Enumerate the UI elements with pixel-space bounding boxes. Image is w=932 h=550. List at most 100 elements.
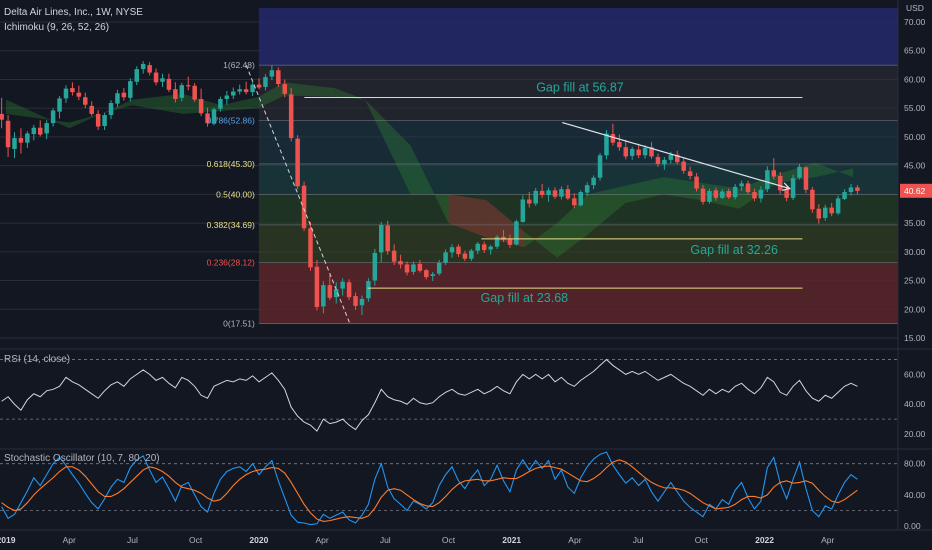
candle — [166, 73, 172, 93]
fib-label: 1(62.48) — [223, 60, 255, 70]
candle — [610, 123, 616, 146]
candle-body — [140, 63, 146, 70]
candle-body — [37, 127, 43, 135]
candle-body — [507, 239, 513, 245]
candle-body — [250, 84, 255, 93]
candle-body — [282, 84, 288, 94]
candle-body — [269, 70, 275, 77]
candle — [578, 190, 583, 207]
candle-body — [816, 208, 822, 219]
candle — [134, 66, 140, 86]
rsi-tick: 40.00 — [904, 399, 926, 409]
candle-body — [192, 85, 197, 100]
candle-body — [63, 88, 69, 99]
candle — [713, 187, 719, 201]
candle-body — [134, 69, 140, 82]
candle — [771, 158, 777, 180]
candle-body — [366, 281, 371, 299]
candle — [449, 244, 455, 258]
candle-body — [295, 138, 300, 187]
candle — [12, 132, 17, 159]
candle-body — [57, 98, 62, 112]
candle — [777, 171, 783, 194]
candle-body — [449, 247, 455, 253]
candle — [623, 139, 629, 160]
candle-body — [25, 133, 30, 143]
candle — [211, 107, 217, 126]
candle — [391, 244, 397, 266]
candle — [327, 274, 333, 301]
fib-zone-bottom — [258, 262, 898, 324]
fib-label: 0.236(28.12) — [207, 258, 255, 268]
cloud-segment — [69, 99, 133, 129]
candle — [507, 234, 513, 248]
candle — [790, 174, 796, 201]
candle-body — [765, 170, 770, 190]
candle-body — [539, 190, 545, 195]
candle-body — [263, 77, 268, 87]
price-tick: 50.00 — [904, 132, 926, 142]
candle-body — [443, 252, 448, 263]
fib-label: 0(17.51) — [223, 319, 255, 329]
candle — [398, 254, 403, 269]
candle — [179, 82, 185, 102]
annotations: Gap fill at 56.87 Gap fill at 32.26 Gap fi… — [481, 80, 778, 305]
candle-body — [314, 266, 320, 307]
candle-body — [224, 95, 230, 99]
candle-body — [404, 264, 410, 273]
fib-label: 0.5(40.00) — [216, 189, 255, 199]
candle — [276, 67, 281, 87]
candle — [63, 85, 69, 104]
last-price-badge — [900, 183, 932, 198]
time-tick: Oct — [189, 535, 203, 545]
stoch-d-line — [1, 459, 858, 522]
chart-title: Delta Air Lines, Inc., 1W, NYSE — [4, 7, 143, 18]
time-tick: Jul — [633, 535, 644, 545]
candle-body — [237, 89, 242, 92]
time-tick: 2020 — [249, 535, 268, 545]
candle-body — [372, 252, 378, 281]
candle-body — [533, 190, 538, 204]
candle-body — [700, 188, 706, 202]
candle-body — [301, 185, 307, 229]
time-tick: Apr — [821, 535, 834, 545]
candle — [115, 89, 120, 108]
candle-body — [160, 78, 165, 82]
price-tick: 15.00 — [904, 333, 926, 343]
candle-body — [385, 225, 390, 252]
candle-body — [546, 190, 551, 195]
candle — [488, 244, 493, 255]
candle — [546, 187, 551, 202]
candle-body — [777, 175, 783, 191]
candle — [462, 250, 468, 262]
candle-body — [842, 192, 847, 199]
candle-body — [243, 89, 249, 93]
cloud-segment — [410, 145, 449, 224]
candle-body — [803, 167, 809, 190]
candle-body — [166, 78, 172, 90]
candle-body — [848, 187, 854, 193]
candle-body — [12, 138, 17, 149]
candle-body — [739, 183, 744, 187]
candle — [520, 195, 526, 223]
stoch-tick: 0.00 — [904, 521, 921, 531]
candle-body — [662, 159, 667, 165]
candle-body — [745, 183, 751, 193]
candle — [269, 65, 275, 81]
cloud-segment — [557, 194, 588, 258]
candle — [687, 166, 693, 180]
candle — [810, 186, 815, 213]
candle-body — [642, 147, 648, 156]
candle — [803, 166, 809, 194]
candle-body — [591, 177, 596, 186]
candle — [745, 180, 751, 195]
candle — [44, 120, 49, 140]
candle — [436, 259, 442, 276]
time-tick: Jul — [380, 535, 391, 545]
candle — [726, 188, 731, 199]
candle — [295, 135, 300, 190]
currency-label: USD — [906, 3, 924, 13]
candle — [37, 120, 43, 137]
candle — [0, 97, 4, 129]
